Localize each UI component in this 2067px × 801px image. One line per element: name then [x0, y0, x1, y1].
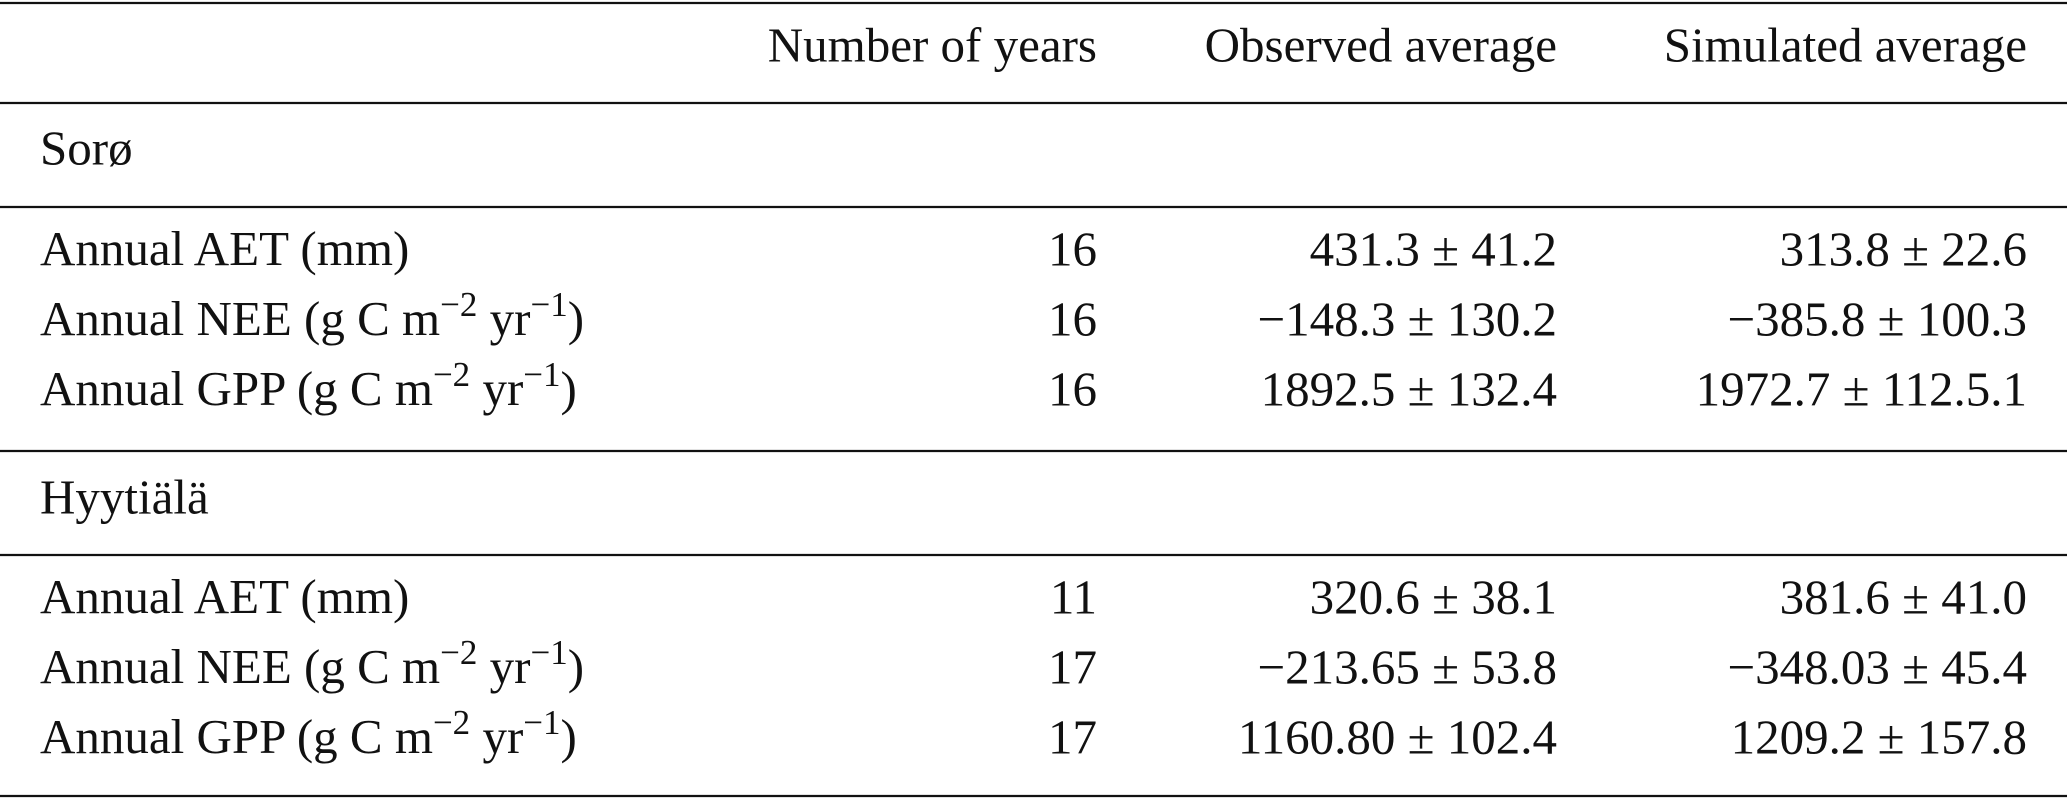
superscript: −2: [433, 355, 470, 394]
label-text: yr: [470, 361, 523, 416]
label-text: Annual AET (mm): [40, 221, 409, 276]
simulated: 1209.2 ± 157.8: [1731, 709, 2027, 764]
years: 11: [1050, 569, 1097, 624]
column-header: Observed average: [1205, 17, 1557, 72]
row-label: Annual NEE (g C m−2 yr−1): [40, 633, 584, 694]
row-label: Annual AET (mm): [40, 569, 409, 624]
label-text: ): [561, 361, 577, 416]
observed: −148.3 ± 130.2: [1257, 291, 1557, 346]
superscript: −2: [440, 285, 477, 324]
row-label: Annual GPP (g C m−2 yr−1): [40, 703, 577, 764]
superscript: −1: [530, 633, 567, 672]
years: 16: [1048, 361, 1097, 416]
label-text: Annual NEE (g C m: [40, 291, 440, 346]
row-label: Annual GPP (g C m−2 yr−1): [40, 355, 577, 416]
label-text: yr: [477, 291, 530, 346]
label-text: ): [568, 639, 584, 694]
column-header: Simulated average: [1664, 17, 2027, 72]
row-label: Annual AET (mm): [40, 221, 409, 276]
simulated: −348.03 ± 45.4: [1727, 639, 2027, 694]
simulated: 381.6 ± 41.0: [1780, 569, 2027, 624]
simulated: 313.8 ± 22.6: [1780, 221, 2027, 276]
label-text: ): [561, 709, 577, 764]
label-text: Annual GPP (g C m: [40, 361, 433, 416]
years: 17: [1048, 639, 1097, 694]
simulated: −385.8 ± 100.3: [1727, 291, 2027, 346]
years: 16: [1048, 221, 1097, 276]
superscript: −1: [523, 703, 560, 742]
observed: −213.65 ± 53.8: [1257, 639, 1557, 694]
observed: 1892.5 ± 132.4: [1261, 361, 1557, 416]
label-text: yr: [477, 639, 530, 694]
simulated: 1972.7 ± 112.5.1: [1696, 361, 2027, 416]
group-name: Sorø: [40, 120, 133, 175]
group-name: Hyytiälä: [40, 469, 209, 524]
column-header: Number of years: [768, 17, 1097, 72]
label-text: Annual AET (mm): [40, 569, 409, 624]
years: 17: [1048, 709, 1097, 764]
label-text: ): [568, 291, 584, 346]
observed: 431.3 ± 41.2: [1310, 221, 1557, 276]
years: 16: [1048, 291, 1097, 346]
superscript: −1: [530, 285, 567, 324]
superscript: −2: [440, 633, 477, 672]
row-label: Annual NEE (g C m−2 yr−1): [40, 285, 584, 346]
observed: 320.6 ± 38.1: [1310, 569, 1557, 624]
label-text: Annual NEE (g C m: [40, 639, 440, 694]
observed: 1160.80 ± 102.4: [1238, 709, 1557, 764]
superscript: −2: [433, 703, 470, 742]
label-text: Annual GPP (g C m: [40, 709, 433, 764]
superscript: −1: [523, 355, 560, 394]
label-text: yr: [470, 709, 523, 764]
